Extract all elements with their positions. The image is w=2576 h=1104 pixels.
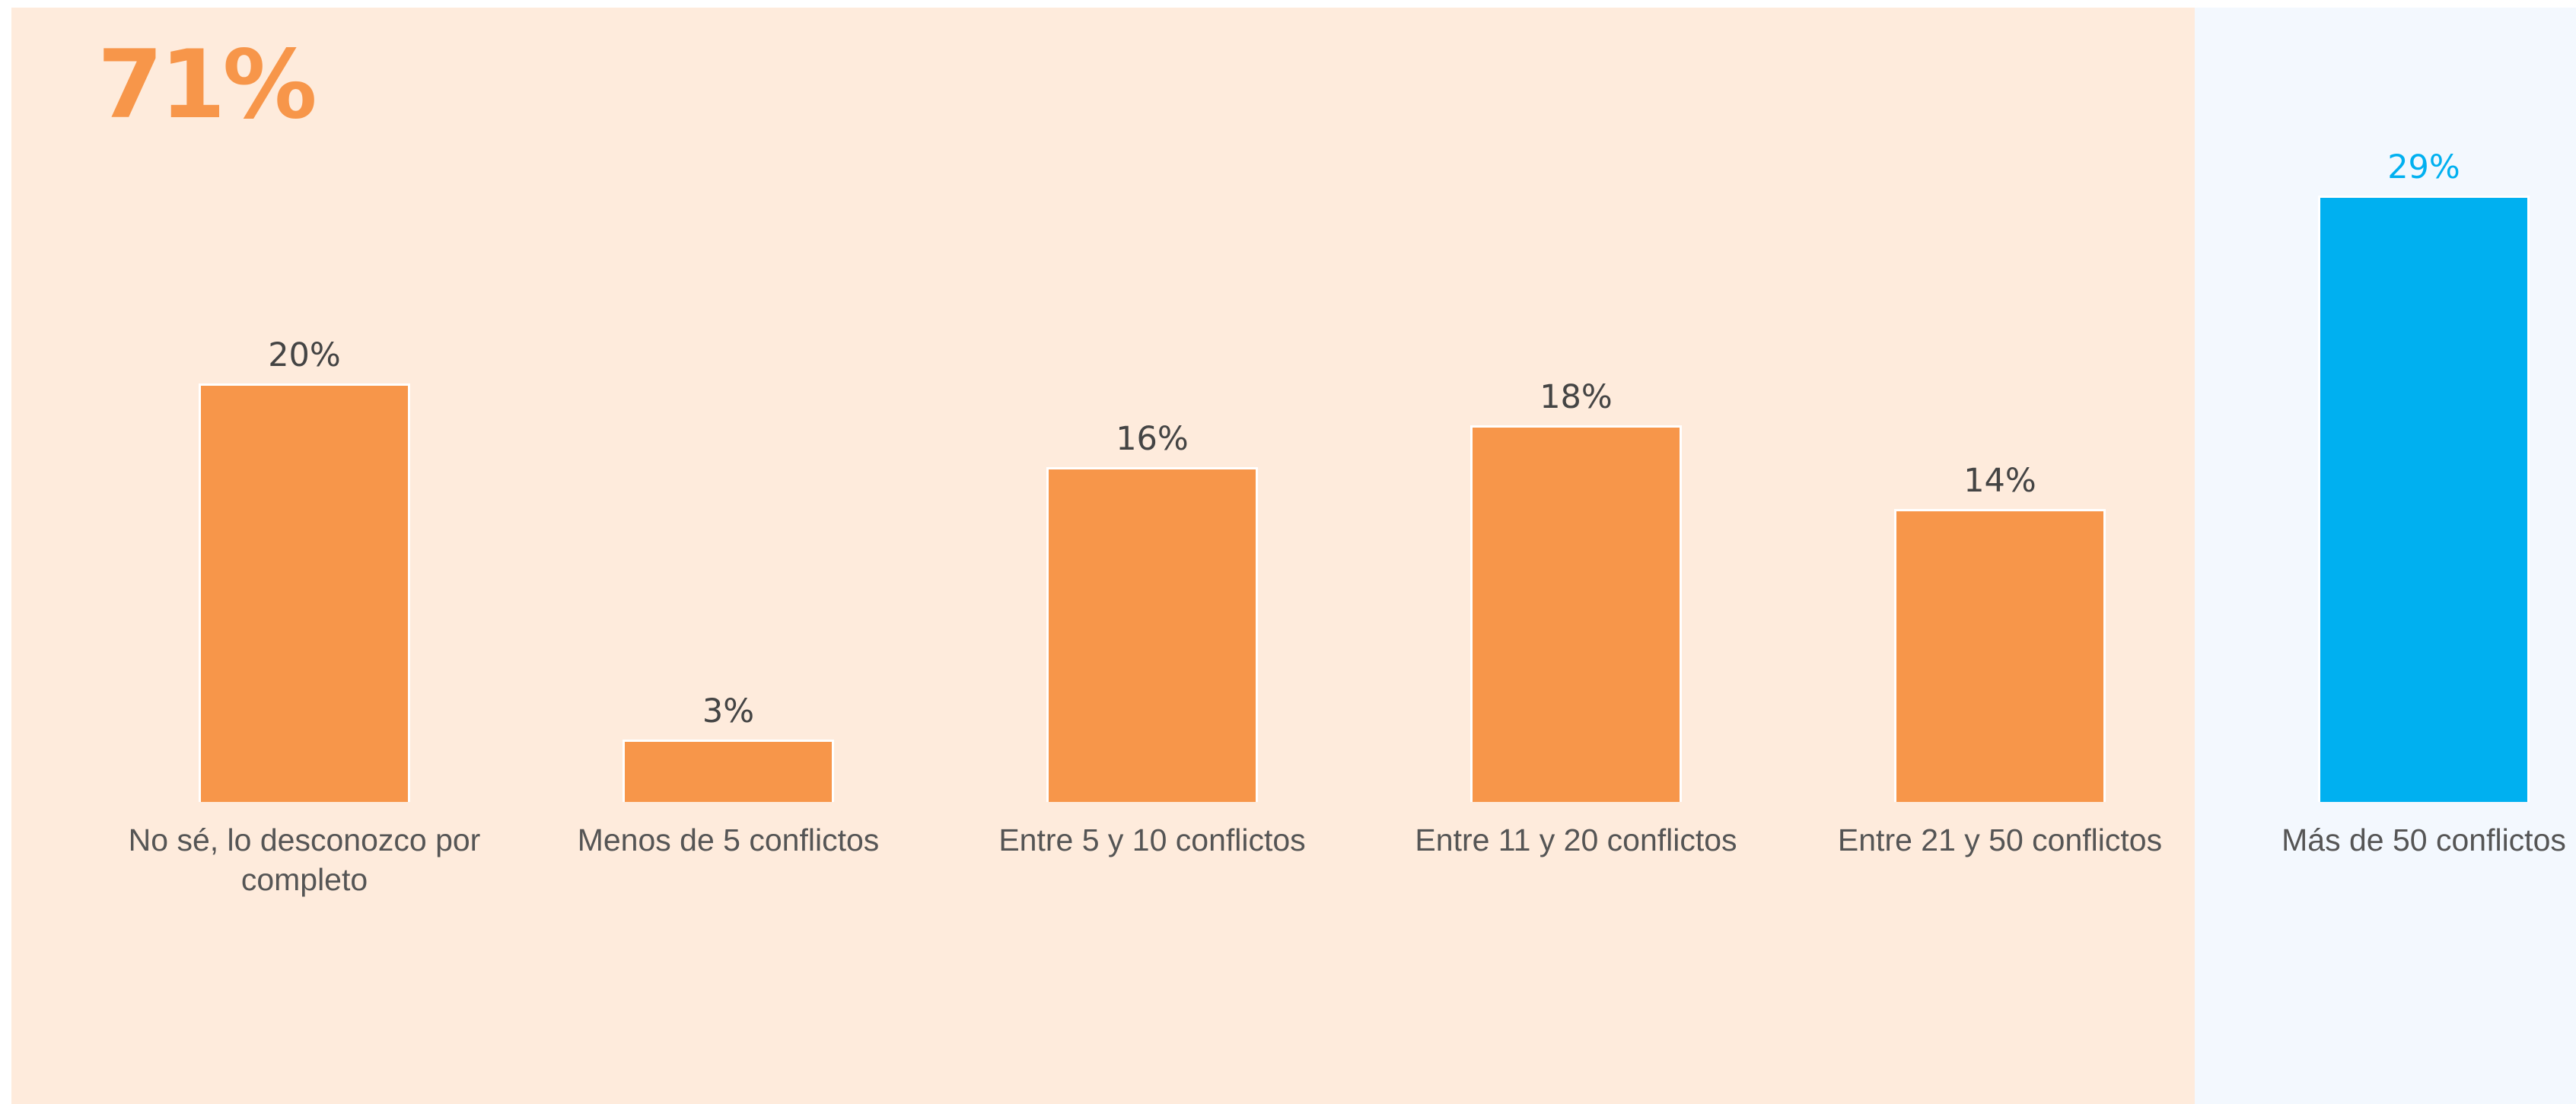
x-tick-label: Más de 50 conflictos: [2281, 822, 2566, 857]
bar: [1046, 467, 1258, 802]
value-label: 18%: [1540, 378, 1613, 416]
x-tick-label: Entre 11 y 20 conflictos: [1415, 822, 1737, 857]
value-label: 20%: [268, 336, 341, 374]
value-label: 3%: [702, 692, 755, 730]
x-tick-label: Menos de 5 conflictos: [577, 822, 880, 857]
x-tick-label: Entre 5 y 10 conflictos: [998, 822, 1306, 857]
x-tick-label: No sé, lo desconozco por completo: [128, 822, 481, 897]
value-label: 16%: [1116, 420, 1189, 458]
value-label: 14%: [1963, 462, 2036, 500]
x-tick-label: Entre 21 y 50 conflictos: [1837, 822, 2163, 857]
bar: [2318, 195, 2530, 802]
bar: [199, 383, 410, 802]
bar: [1894, 509, 2106, 802]
bar: [623, 739, 834, 802]
total-annotation: 71%: [97, 30, 317, 140]
value-label: 29%: [2387, 148, 2460, 186]
bar: [1470, 425, 1682, 802]
